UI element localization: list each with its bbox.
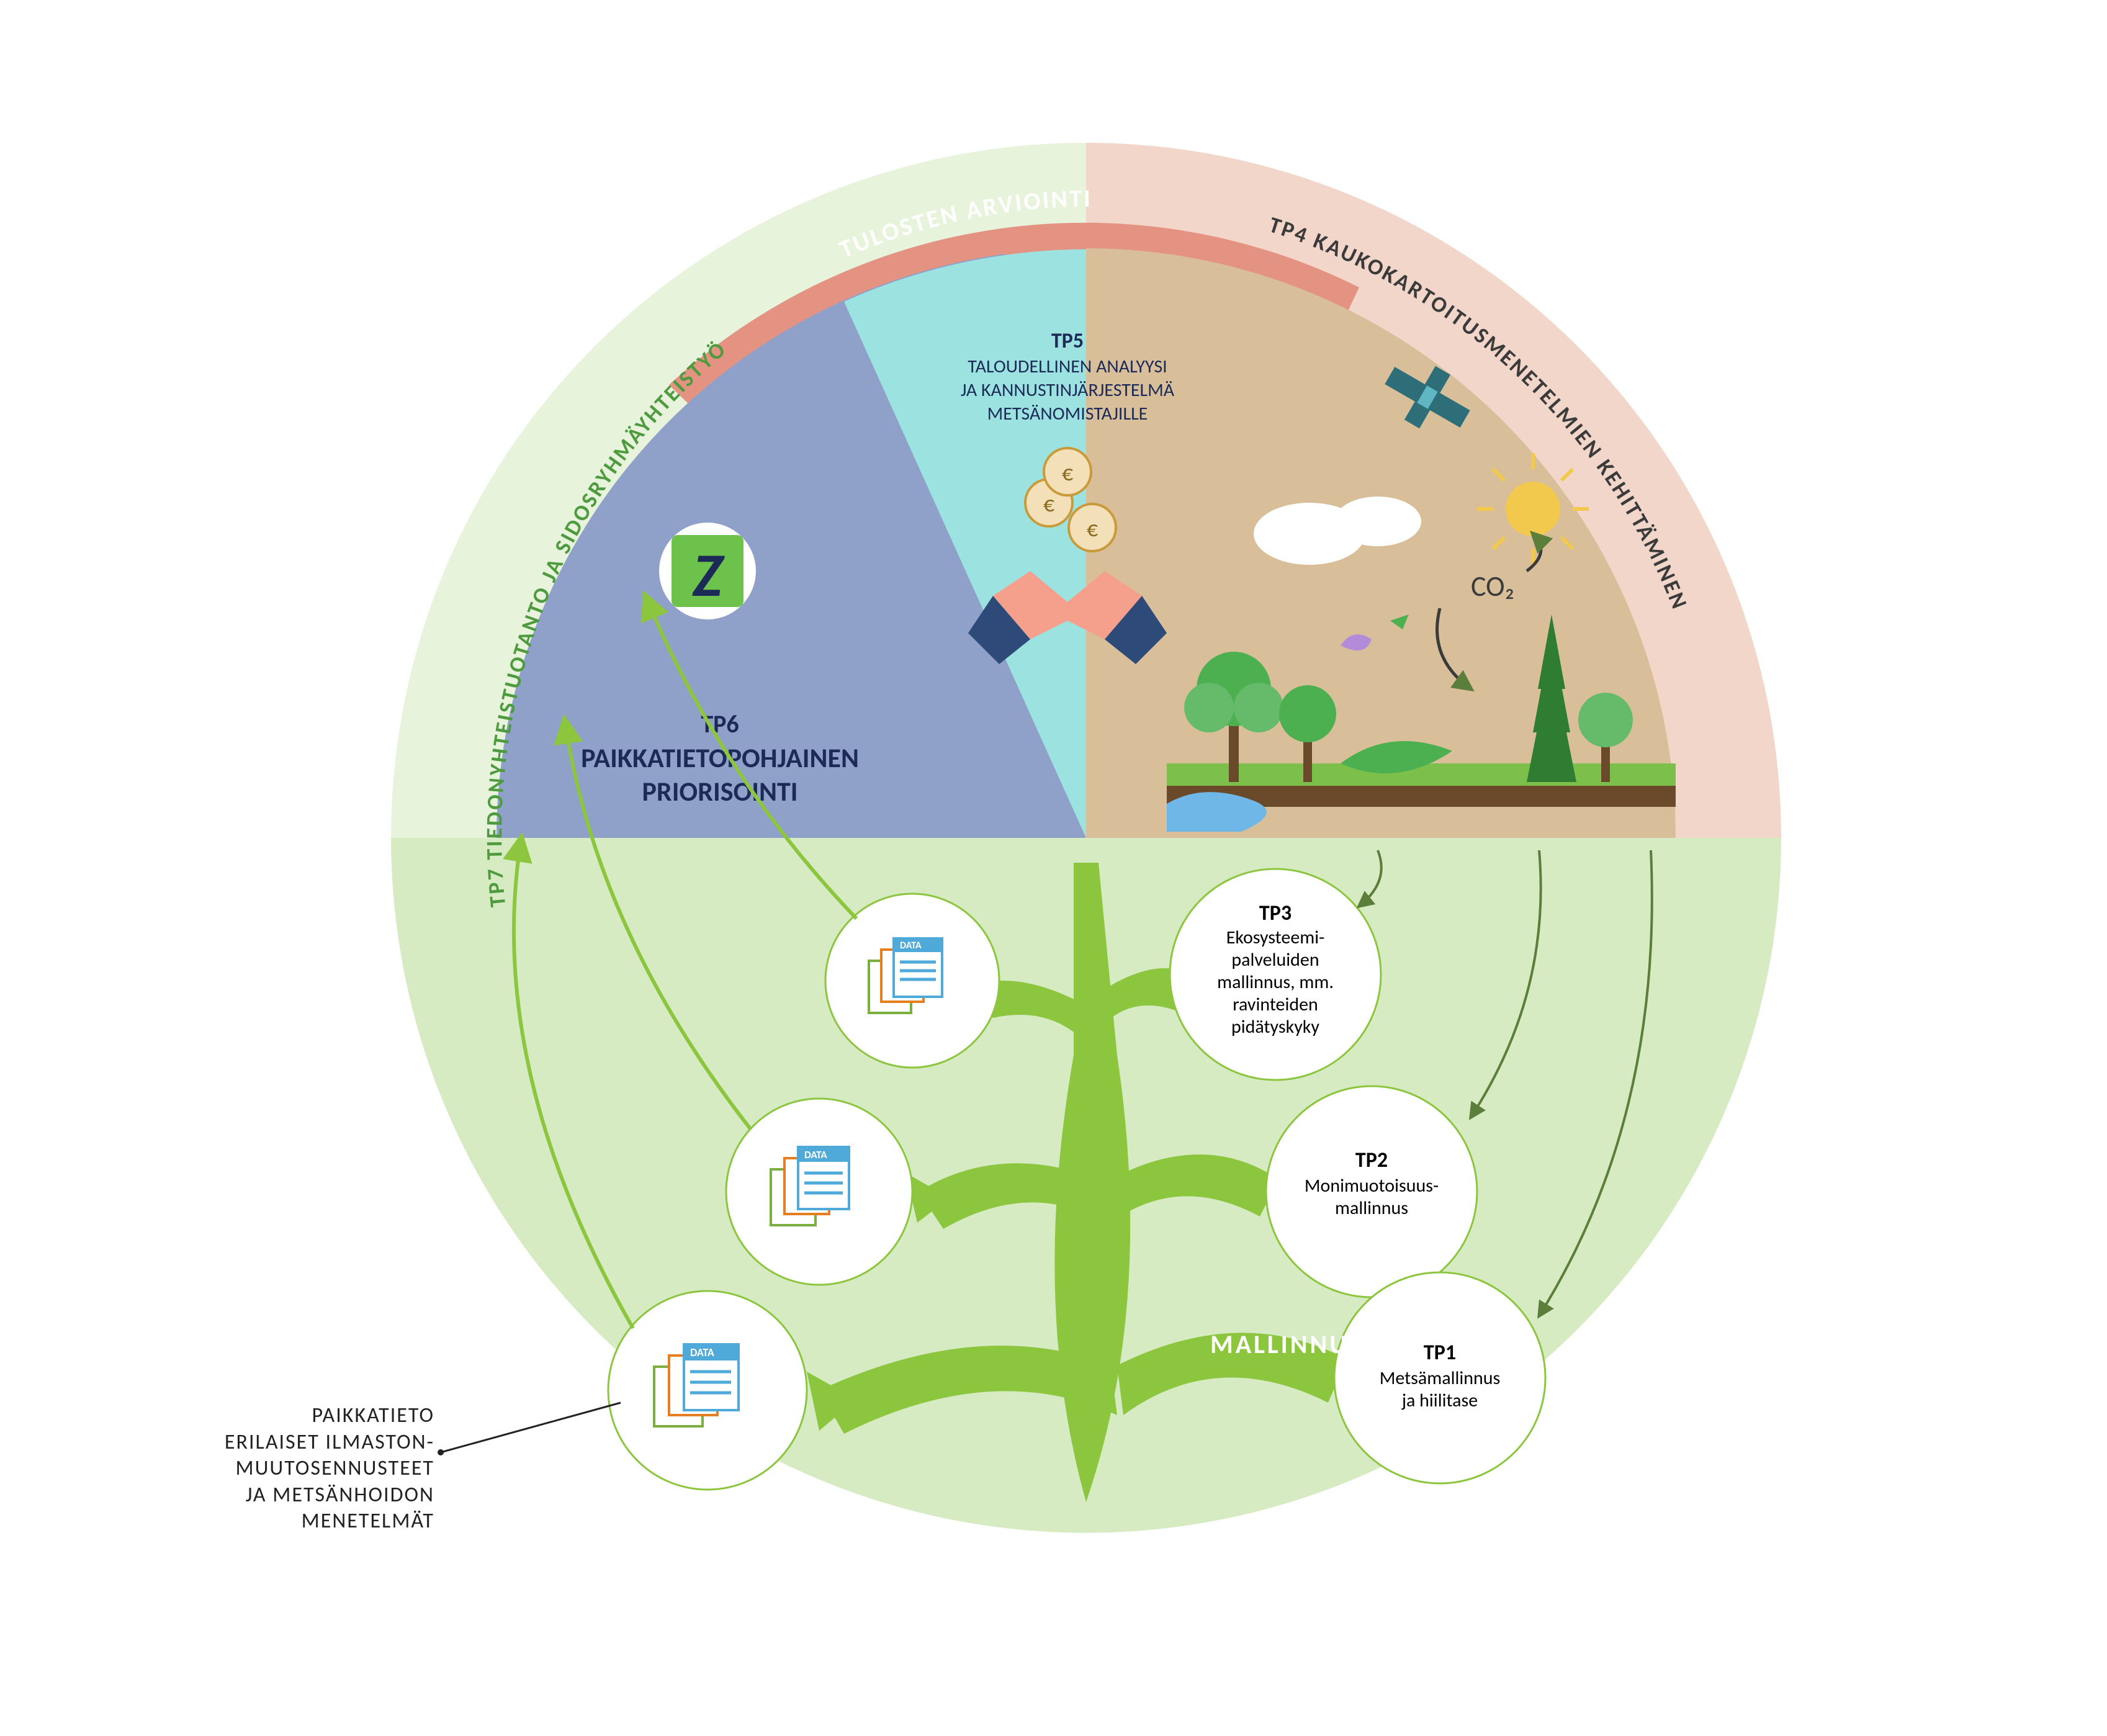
svg-text:TP6: TP6 xyxy=(701,709,739,739)
svg-text:DATA: DATA xyxy=(900,940,922,951)
node-tp3: TP3 Ekosysteemi- palveluiden mallinnus, … xyxy=(1170,869,1381,1080)
svg-text:mallinnus: mallinnus xyxy=(1335,1197,1408,1220)
svg-text:ravinteiden: ravinteiden xyxy=(1233,993,1318,1016)
svg-text:TP3: TP3 xyxy=(1259,901,1292,926)
svg-text:Monimuotoisuus-: Monimuotoisuus- xyxy=(1305,1174,1439,1197)
svg-text:€: € xyxy=(1087,515,1098,542)
svg-text:€: € xyxy=(1062,459,1073,487)
svg-text:METSÄNOMISTAJILLE: METSÄNOMISTAJILLE xyxy=(987,402,1148,425)
svg-text:DATA: DATA xyxy=(690,1346,714,1359)
diagram-stage: TP7 TIEDONYHTEISTUOTANTO JA SIDOSRYHMÄYH… xyxy=(372,124,1800,1552)
legend-leader xyxy=(441,1403,621,1452)
data-bubble-1: DATA xyxy=(825,894,999,1068)
svg-text:TALOUDELLINEN ANALYYSI: TALOUDELLINEN ANALYYSI xyxy=(968,355,1167,378)
svg-text:TP1: TP1 xyxy=(1424,1340,1456,1365)
svg-text:pidätyskyky: pidätyskyky xyxy=(1231,1015,1319,1038)
svg-text:mallinnus, mm.: mallinnus, mm. xyxy=(1217,971,1334,994)
main-svg: TP7 TIEDONYHTEISTUOTANTO JA SIDOSRYHMÄYH… xyxy=(372,124,1800,1552)
legend-text: PAIKKATIETO ERILAISET ILMASTON- MUUTOSEN… xyxy=(168,1403,434,1535)
svg-text:Ekosysteemi-: Ekosysteemi- xyxy=(1226,926,1325,949)
svg-text:Z: Z xyxy=(692,537,725,613)
svg-text:€: € xyxy=(1043,490,1054,518)
svg-text:ja hiilitase: ja hiilitase xyxy=(1401,1389,1478,1412)
data-bubble-2: DATA xyxy=(726,1099,912,1285)
svg-text:TP5: TP5 xyxy=(1051,328,1084,354)
svg-text:JA KANNUSTINJÄRJESTELMÄ: JA KANNUSTINJÄRJESTELMÄ xyxy=(961,379,1175,402)
co2-label: CO₂ xyxy=(1471,569,1514,604)
z-logo-icon: Z xyxy=(659,523,756,619)
svg-text:PAIKKATIETOPOHJAINEN: PAIKKATIETOPOHJAINEN xyxy=(581,741,859,775)
data-bubble-3: DATA xyxy=(608,1291,807,1490)
legend-leader-dot xyxy=(438,1449,444,1455)
svg-text:palveluiden: palveluiden xyxy=(1231,948,1319,971)
mallinnus-label: MALLINNUS xyxy=(1210,1329,1363,1360)
node-tp2: TP2 Monimuotoisuus- mallinnus xyxy=(1266,1086,1477,1297)
svg-text:DATA: DATA xyxy=(804,1148,827,1161)
svg-text:PRIORISOINTI: PRIORISOINTI xyxy=(642,775,798,808)
svg-text:Metsämallinnus: Metsämallinnus xyxy=(1380,1367,1501,1390)
node-tp1: TP1 Metsämallinnus ja hiilitase xyxy=(1334,1272,1545,1483)
svg-text:TP2: TP2 xyxy=(1355,1148,1388,1173)
